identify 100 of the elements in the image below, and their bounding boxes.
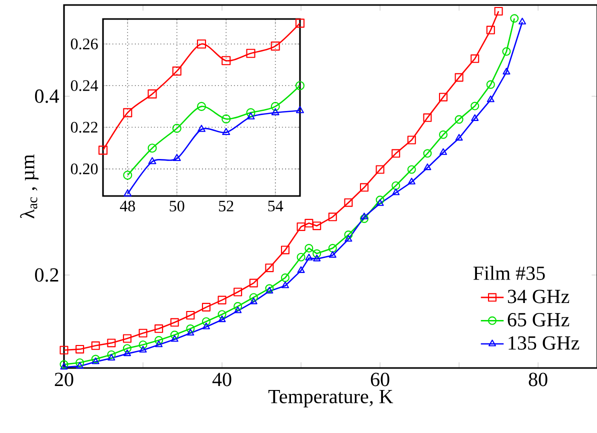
point	[123, 349, 131, 356]
point	[439, 148, 448, 155]
point	[155, 340, 163, 348]
y-tick-label: 0.2	[35, 268, 58, 282]
point	[312, 249, 322, 258]
x-tick-label: 50	[170, 200, 184, 212]
point	[296, 252, 306, 262]
legend-title: Film #35	[473, 266, 545, 280]
point	[502, 68, 510, 74]
point	[438, 92, 448, 102]
point	[296, 106, 304, 114]
point	[122, 344, 132, 353]
point	[392, 188, 400, 196]
point	[222, 114, 231, 124]
point	[218, 296, 226, 304]
point	[60, 346, 68, 354]
point	[246, 48, 256, 58]
point	[423, 113, 432, 122]
point	[148, 157, 156, 164]
point	[170, 318, 179, 327]
point	[270, 42, 280, 51]
point	[344, 198, 353, 207]
point	[312, 222, 322, 230]
point	[510, 14, 519, 23]
point	[423, 149, 432, 158]
point	[246, 108, 256, 118]
point	[295, 18, 305, 28]
point	[76, 344, 84, 354]
x-tick-label: 54	[268, 200, 284, 212]
point	[281, 281, 289, 288]
point	[407, 165, 416, 174]
y-tick-label: 0.26	[70, 38, 98, 50]
point	[172, 124, 182, 133]
point	[154, 324, 164, 333]
point	[222, 56, 231, 66]
y-tick-label: 0.24	[70, 80, 98, 92]
point	[196, 39, 206, 49]
point	[408, 178, 416, 184]
point	[76, 362, 84, 369]
point	[202, 302, 210, 312]
point	[344, 230, 353, 240]
point	[202, 322, 210, 330]
point	[407, 136, 416, 144]
point	[295, 81, 305, 90]
point	[376, 199, 384, 206]
point	[234, 302, 242, 311]
point	[107, 350, 116, 359]
point	[138, 328, 148, 338]
point	[328, 244, 337, 252]
point	[222, 128, 230, 136]
point	[170, 330, 179, 340]
point	[376, 196, 384, 204]
point	[305, 254, 313, 260]
point	[296, 222, 306, 232]
point	[202, 317, 210, 326]
point	[471, 114, 479, 121]
point	[148, 144, 157, 153]
point	[454, 73, 464, 82]
y-axis-title: λ$_{ac}$ , µm	[20, 154, 38, 218]
point	[392, 181, 400, 190]
point	[122, 334, 132, 343]
point	[107, 338, 116, 348]
point	[249, 293, 258, 302]
legend-label: 34 GHz	[508, 290, 570, 304]
point	[376, 165, 384, 174]
point	[218, 310, 226, 319]
point	[486, 26, 495, 34]
y-tick-label: 0.22	[70, 122, 98, 133]
point	[304, 218, 314, 228]
point	[470, 102, 480, 110]
point	[186, 328, 194, 336]
point	[360, 214, 369, 223]
point	[172, 66, 182, 76]
legend-label: 135 GHz	[508, 336, 580, 350]
point	[313, 254, 321, 262]
point	[172, 154, 181, 162]
point	[502, 47, 511, 56]
point	[265, 264, 274, 272]
point	[486, 80, 495, 89]
point	[265, 284, 274, 293]
x-axis-title: Temperature, K	[268, 390, 394, 408]
point	[328, 251, 336, 258]
point	[76, 358, 84, 367]
point	[98, 146, 108, 155]
point	[518, 18, 526, 24]
point	[455, 134, 463, 141]
point	[91, 341, 100, 350]
point	[250, 298, 258, 304]
point	[360, 212, 368, 220]
y-tick-label: 0.4	[35, 89, 59, 103]
point	[170, 335, 178, 342]
point	[139, 346, 147, 353]
x-tick-label: 20	[54, 372, 74, 386]
point	[197, 124, 206, 132]
x-tick-label: 80	[528, 372, 548, 386]
point	[108, 354, 116, 361]
x-tick-label: 40	[212, 372, 232, 386]
point	[186, 324, 195, 333]
point	[186, 310, 195, 320]
point	[249, 278, 258, 288]
